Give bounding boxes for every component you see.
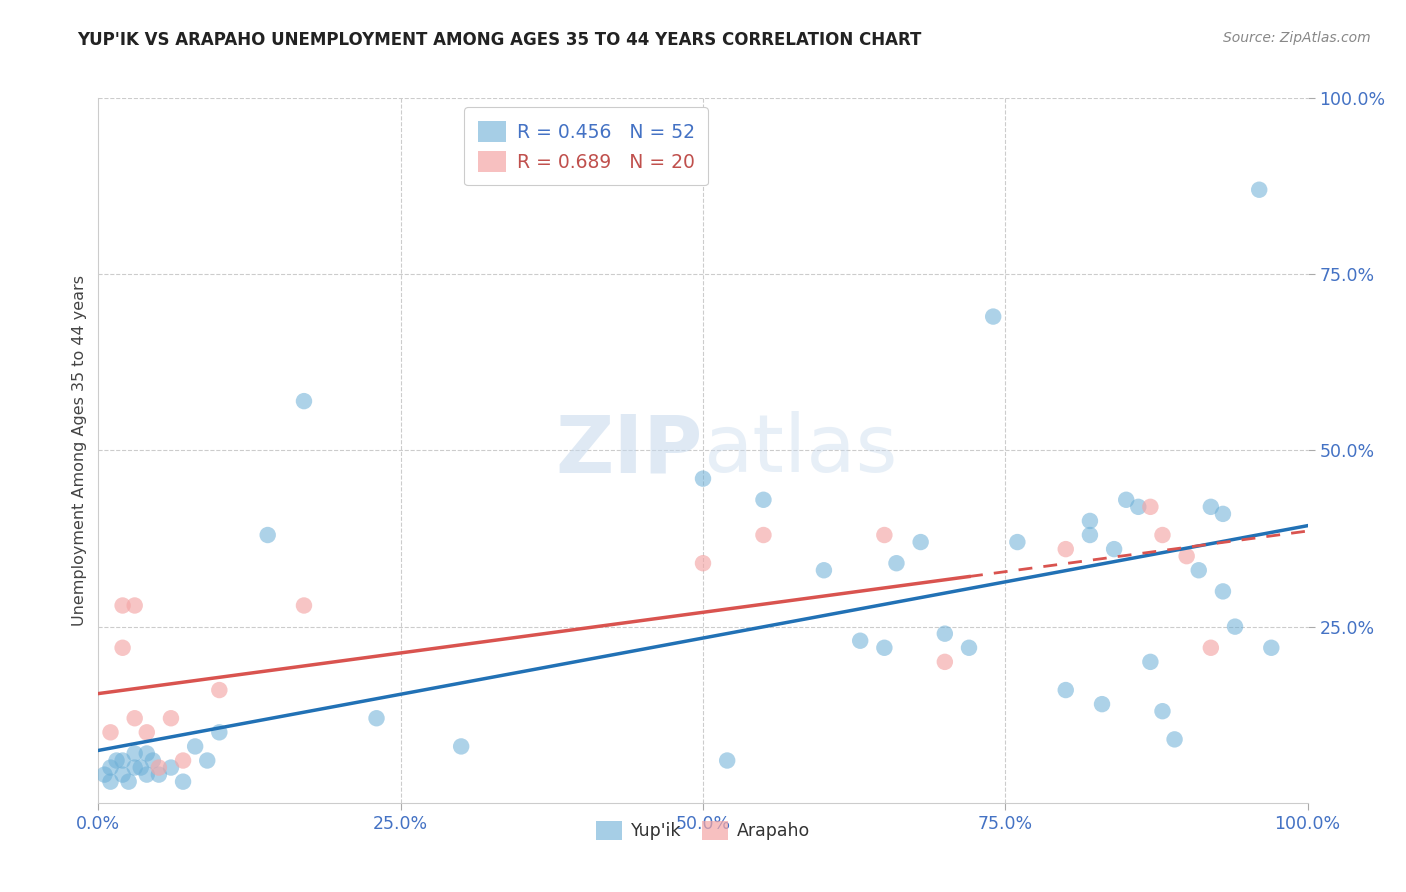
Point — [148, 760, 170, 774]
Point — [1223, 619, 1246, 633]
Point — [124, 599, 146, 613]
Point — [100, 774, 122, 789]
Point — [849, 633, 872, 648]
Point — [1260, 640, 1282, 655]
Text: YUP'IK VS ARAPAHO UNEMPLOYMENT AMONG AGES 35 TO 44 YEARS CORRELATION CHART: YUP'IK VS ARAPAHO UNEMPLOYMENT AMONG AGE… — [77, 31, 922, 49]
Point — [129, 760, 152, 774]
Point — [142, 754, 165, 768]
Point — [100, 725, 122, 739]
Point — [873, 528, 896, 542]
Point — [111, 599, 134, 613]
Point — [1212, 584, 1234, 599]
Point — [366, 711, 388, 725]
Point — [111, 767, 134, 781]
Point — [135, 747, 157, 761]
Point — [692, 556, 714, 570]
Legend: Yup'ik, Arapaho: Yup'ik, Arapaho — [589, 814, 817, 847]
Point — [148, 767, 170, 781]
Point — [1115, 492, 1137, 507]
Point — [752, 528, 775, 542]
Point — [1152, 704, 1174, 718]
Point — [1128, 500, 1150, 514]
Point — [934, 655, 956, 669]
Point — [124, 760, 146, 774]
Point — [172, 774, 194, 789]
Point — [111, 640, 134, 655]
Point — [813, 563, 835, 577]
Point — [100, 760, 122, 774]
Text: ZIP: ZIP — [555, 411, 703, 490]
Point — [1139, 500, 1161, 514]
Point — [93, 767, 115, 781]
Point — [118, 774, 141, 789]
Point — [292, 599, 315, 613]
Point — [124, 747, 146, 761]
Point — [1249, 183, 1271, 197]
Point — [934, 626, 956, 640]
Text: atlas: atlas — [703, 411, 897, 490]
Point — [208, 725, 231, 739]
Point — [1054, 683, 1077, 698]
Text: Source: ZipAtlas.com: Source: ZipAtlas.com — [1223, 31, 1371, 45]
Point — [752, 492, 775, 507]
Point — [1199, 500, 1222, 514]
Point — [1199, 640, 1222, 655]
Point — [1078, 528, 1101, 542]
Point — [160, 711, 183, 725]
Point — [160, 760, 183, 774]
Point — [105, 754, 128, 768]
Point — [292, 394, 315, 409]
Point — [1078, 514, 1101, 528]
Point — [450, 739, 472, 754]
Point — [1212, 507, 1234, 521]
Point — [1139, 655, 1161, 669]
Point — [135, 767, 157, 781]
Point — [135, 725, 157, 739]
Point — [1007, 535, 1029, 549]
Point — [172, 754, 194, 768]
Point — [1188, 563, 1211, 577]
Y-axis label: Unemployment Among Ages 35 to 44 years: Unemployment Among Ages 35 to 44 years — [72, 275, 87, 626]
Point — [1175, 549, 1198, 564]
Point — [1102, 542, 1125, 557]
Point — [195, 754, 218, 768]
Point — [1163, 732, 1185, 747]
Point — [208, 683, 231, 698]
Point — [716, 754, 738, 768]
Point — [692, 472, 714, 486]
Point — [111, 754, 134, 768]
Point — [910, 535, 932, 549]
Point — [256, 528, 278, 542]
Point — [1091, 697, 1114, 711]
Point — [1152, 528, 1174, 542]
Point — [184, 739, 207, 754]
Point — [886, 556, 908, 570]
Point — [1054, 542, 1077, 557]
Point — [981, 310, 1004, 324]
Point — [873, 640, 896, 655]
Point — [124, 711, 146, 725]
Point — [957, 640, 980, 655]
